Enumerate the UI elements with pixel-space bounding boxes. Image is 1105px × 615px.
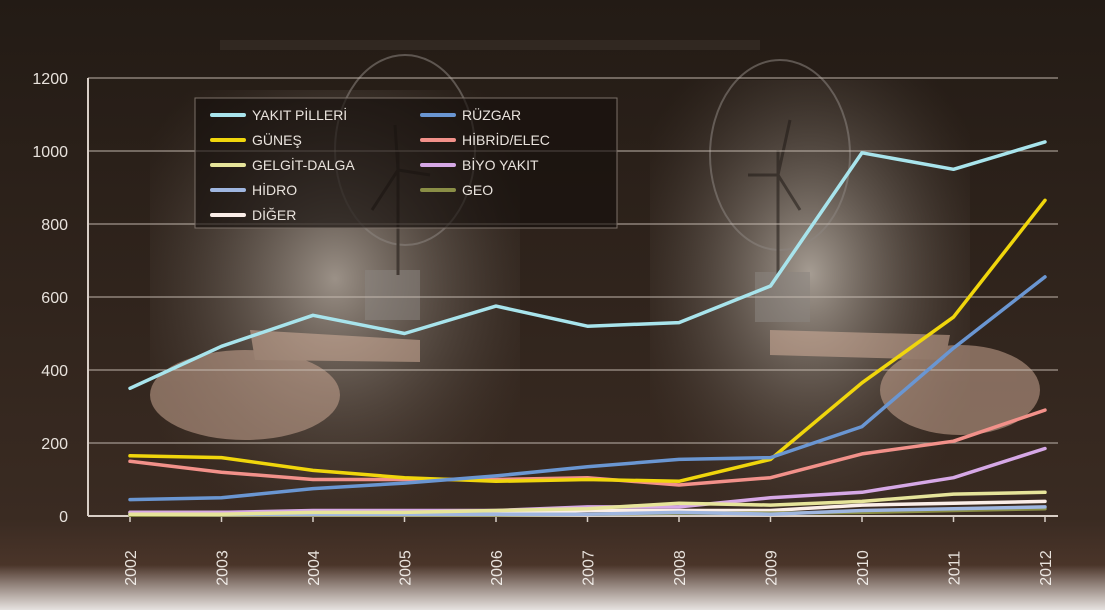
- y-tick-label: 400: [41, 363, 68, 380]
- legend-label-1: RÜZGAR: [462, 106, 521, 123]
- legend-box: [194, 97, 618, 229]
- y-tick-label: 1200: [32, 71, 68, 88]
- y-tick-label: 1000: [32, 144, 68, 161]
- y-tick-label: 200: [41, 436, 68, 453]
- series-line-4: [128, 490, 1047, 516]
- legend-label-4: GELGİT-DALGA: [252, 156, 355, 173]
- series-line-3: [128, 408, 1047, 487]
- legend-label-6: HİDRO: [252, 181, 297, 198]
- y-tick-label: 0: [59, 509, 68, 526]
- y-tick-label: 800: [41, 217, 68, 234]
- legend-label-2: GÜNEŞ: [252, 131, 302, 148]
- series-line-0: [128, 140, 1047, 391]
- series-line-5: [128, 446, 1047, 515]
- series-line-2: [128, 198, 1047, 484]
- legend-label-0: YAKIT PİLLERİ: [252, 106, 347, 123]
- legend: YAKIT PİLLERİ RÜZGAR GÜNEŞ HİBRİD/ELEC GELGİ…: [194, 97, 618, 229]
- series-lines: [128, 140, 1047, 518]
- legend-label-5: BİYO YAKIT: [462, 156, 539, 173]
- y-tick-label: 600: [41, 290, 68, 307]
- bottom-fade: [0, 565, 1105, 610]
- legend-label-8: DİĞER: [252, 206, 296, 223]
- legend-label-3: HİBRİD/ELEC: [462, 131, 550, 148]
- header-stripe: [220, 40, 760, 50]
- legend-label-7: GEO: [462, 182, 493, 198]
- series-line-1: [128, 275, 1047, 502]
